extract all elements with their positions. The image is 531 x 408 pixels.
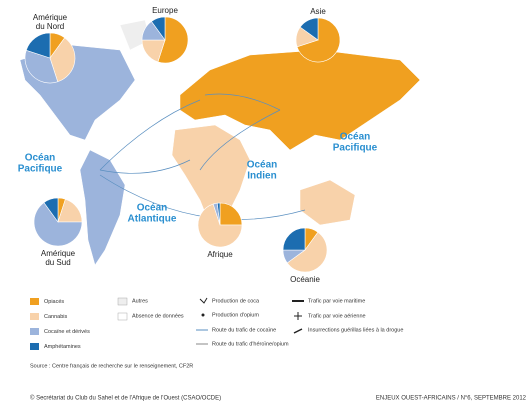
eurasia	[179, 49, 421, 151]
legend-swatch	[30, 343, 39, 350]
legend-label: Absence de données	[132, 313, 184, 319]
pie-wedge	[25, 32, 51, 59]
legend-label: Production d'opium	[212, 312, 259, 318]
continents	[19, 19, 421, 266]
coca-symbol	[199, 297, 208, 304]
pie-wedge	[24, 49, 59, 84]
region-label: Amérique	[41, 249, 76, 258]
pie-wedge	[219, 202, 243, 226]
region-label: Europe	[152, 6, 178, 15]
opium-symbol	[201, 313, 205, 317]
legend-swatch	[30, 298, 39, 305]
pie-wedge	[151, 16, 166, 41]
australia	[299, 179, 356, 226]
region-label: Amérique	[33, 13, 68, 22]
footer-left: © Secrétariat du Club du Sahel et de l'A…	[30, 395, 221, 402]
legend-label: Amphétamines	[44, 344, 81, 350]
pie-wedge	[49, 37, 76, 83]
legend-label: Trafic par voie aérienne	[308, 313, 366, 319]
legend-swatch	[30, 313, 39, 320]
legend-symbols	[117, 297, 304, 345]
legend-label: Trafic par voie maritime	[308, 298, 365, 304]
pie-wedge	[43, 197, 59, 223]
route	[99, 99, 201, 171]
legend-label: Insurrections guérillas liées à la drogu…	[308, 327, 403, 333]
legend-label: Cocaïne et dérivés	[44, 329, 90, 335]
swatch	[117, 297, 128, 306]
pie-wedge	[216, 202, 221, 226]
ocean-label: Océan	[137, 203, 168, 214]
ocean-label: Océan	[247, 160, 278, 171]
pie-wedge	[197, 203, 243, 248]
region-label: Afrique	[207, 250, 233, 259]
pie-wedge	[299, 17, 319, 41]
legend-label: Cannabis	[44, 314, 67, 320]
footer-right: ENJEUX OUEST-AFRICAINS / N°6, SEPTEMBRE …	[376, 396, 527, 402]
route	[204, 93, 281, 111]
ocean-label: Atlantique	[128, 214, 177, 225]
ocean-label: Pacifique	[333, 143, 378, 154]
legend-swatch	[30, 328, 39, 335]
route	[199, 109, 281, 171]
region-label: du Sud	[45, 258, 70, 267]
air-symbol	[294, 312, 302, 320]
route	[99, 159, 191, 174]
pie-wedge	[296, 17, 341, 63]
legend-label: Production de coca	[212, 298, 260, 304]
legend-label: Route du trafic de cocaïne	[212, 327, 276, 333]
insurgency-symbol	[293, 328, 303, 334]
ocean-label: Indien	[247, 171, 276, 182]
ocean-label: Océan	[340, 132, 371, 143]
ocean-label: Océan	[25, 153, 56, 164]
region-label: Asie	[310, 7, 326, 16]
pie-wedge	[157, 16, 189, 64]
region-label: du Nord	[36, 22, 64, 31]
pie-wedge	[33, 202, 83, 247]
legend-label: Route du trafic d'héroïne/opium	[212, 341, 289, 347]
ocean-label: Pacifique	[18, 164, 63, 175]
legend-label: Opiacés	[44, 299, 64, 305]
pie-wedge	[286, 231, 328, 273]
pie-wedge	[282, 227, 306, 251]
source: Source : Centre français de recherche su…	[30, 363, 193, 369]
region-label: Océanie	[290, 275, 320, 284]
legend-label: Autres	[132, 298, 148, 304]
swatch	[117, 312, 128, 321]
